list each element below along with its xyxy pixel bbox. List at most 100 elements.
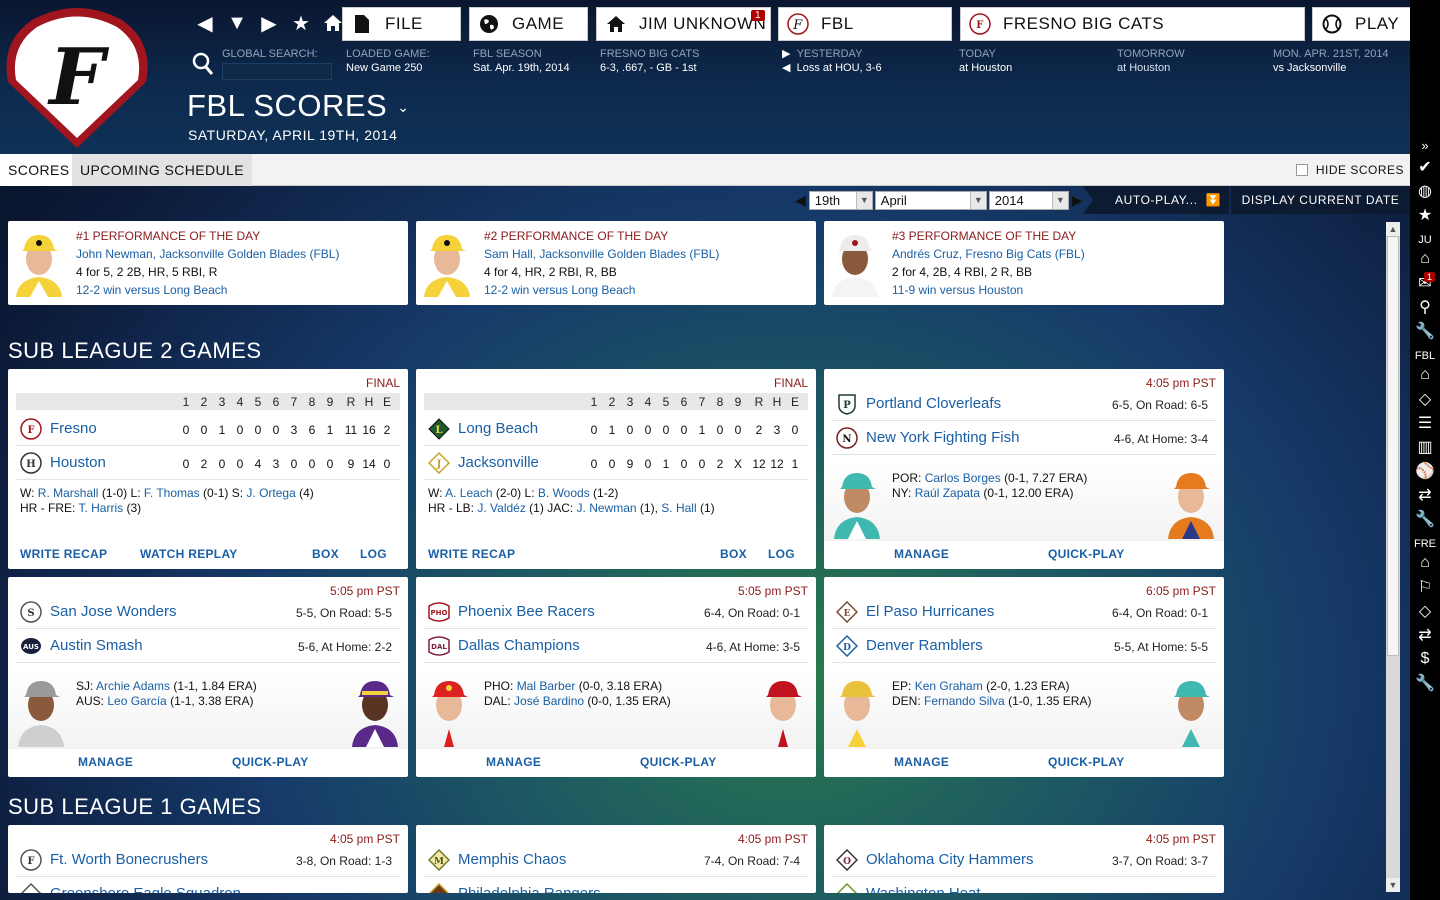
manage-button[interactable]: MANAGE bbox=[894, 755, 950, 769]
player-portrait[interactable] bbox=[14, 229, 64, 297]
team-logo[interactable]: F bbox=[2, 2, 152, 152]
transactions-icon[interactable]: ⇄ bbox=[1418, 487, 1432, 504]
diamond-icon[interactable]: ◇ bbox=[1418, 603, 1432, 620]
team-name-link[interactable]: El Paso Hurricanes bbox=[866, 603, 995, 620]
league-menu-button[interactable]: F FBL bbox=[778, 7, 952, 41]
scroll-down-icon[interactable]: ▼ bbox=[1386, 878, 1400, 892]
wrench-icon[interactable]: 🔧 bbox=[1415, 323, 1435, 340]
team-name-link[interactable]: Philadelphia Rangers bbox=[458, 885, 601, 893]
save-pitcher-link[interactable]: J. Ortega bbox=[246, 486, 296, 500]
manage-button[interactable]: MANAGE bbox=[486, 755, 542, 769]
checkmark-icon[interactable]: ✔ bbox=[1418, 159, 1432, 176]
double-chevron-right-icon[interactable]: » bbox=[1421, 137, 1429, 153]
tab-upcoming-schedule[interactable]: UPCOMING SCHEDULE bbox=[72, 154, 252, 186]
game-result-link[interactable]: 11-9 win versus Houston bbox=[892, 283, 1024, 297]
today-info[interactable]: TODAY at Houston bbox=[959, 47, 1012, 75]
team-name-link[interactable]: Ft. Worth Bonecrushers bbox=[50, 851, 209, 868]
box-score-button[interactable]: BOX bbox=[312, 547, 339, 561]
player-portrait[interactable] bbox=[422, 229, 472, 297]
display-current-date-button[interactable]: DISPLAY CURRENT DATE bbox=[1231, 186, 1410, 214]
team-name-link[interactable]: New York Fighting Fish bbox=[866, 429, 1020, 446]
player-link[interactable]: Andrés Cruz, Fresno Big Cats (FBL) bbox=[892, 247, 1085, 261]
scrollbar-thumb[interactable] bbox=[1387, 236, 1399, 656]
watch-replay-button[interactable]: WATCH REPLAY bbox=[140, 547, 238, 561]
chevron-down-icon[interactable]: ⌄ bbox=[397, 99, 410, 116]
hide-scores-checkbox[interactable] bbox=[1295, 164, 1308, 176]
prev-date-icon[interactable]: ◀ bbox=[795, 191, 806, 208]
winning-pitcher-link[interactable]: A. Leach bbox=[445, 486, 493, 500]
history-dropdown-icon[interactable]: ▼ bbox=[227, 11, 247, 34]
list-icon[interactable]: ☰ bbox=[1417, 415, 1433, 432]
game-result-link[interactable]: 12-2 win versus Long Beach bbox=[484, 283, 636, 297]
pitcher-link[interactable]: Archie Adams bbox=[96, 679, 171, 693]
search-icon[interactable]: ⚲ bbox=[1419, 299, 1431, 316]
game-log-button[interactable]: LOG bbox=[360, 547, 387, 561]
tab-scores[interactable]: SCORES bbox=[0, 154, 78, 186]
tomorrow-info[interactable]: TOMORROW at Houston bbox=[1117, 47, 1185, 75]
game-result-link[interactable]: 12-2 win versus Long Beach bbox=[76, 283, 228, 297]
away-pitcher-portrait[interactable] bbox=[832, 465, 882, 539]
home-icon[interactable]: ⌂ bbox=[1420, 366, 1430, 383]
player-link[interactable]: Sam Hall, Jacksonville Golden Blades (FB… bbox=[484, 247, 720, 261]
away-pitcher-portrait[interactable] bbox=[832, 673, 882, 747]
bar-chart-icon[interactable]: ▥ bbox=[1417, 439, 1433, 456]
scroll-up-icon[interactable]: ▲ bbox=[1386, 222, 1400, 236]
auto-play-button[interactable]: AUTO-PLAY... ⏬ bbox=[1093, 186, 1229, 214]
pitcher-link[interactable]: Fernando Silva bbox=[924, 694, 1005, 708]
game-menu-button[interactable]: GAME bbox=[469, 7, 588, 41]
search-icon[interactable] bbox=[192, 52, 214, 79]
away-pitcher-portrait[interactable] bbox=[16, 673, 66, 747]
yesterday-info[interactable]: ▶ YESTERDAY ◀ Loss at HOU, 3-6 bbox=[782, 47, 882, 75]
home-run-hitter-link[interactable]: S. Hall bbox=[661, 501, 697, 515]
quick-play-button[interactable]: QUICK-PLAY bbox=[1048, 755, 1125, 769]
wrench-icon[interactable]: 🔧 bbox=[1415, 511, 1435, 528]
home-run-hitter-link[interactable]: T. Harris bbox=[78, 501, 124, 515]
star-icon[interactable]: ★ bbox=[1417, 207, 1433, 224]
team-name-link[interactable]: Long Beach bbox=[458, 420, 539, 437]
team-name-link[interactable]: Fresno bbox=[50, 420, 97, 437]
team-name-link[interactable]: Phoenix Bee Racers bbox=[458, 603, 595, 620]
baseball-icon[interactable]: ⚾ bbox=[1415, 463, 1435, 480]
page-title[interactable]: FBL SCORES ⌄ bbox=[187, 88, 409, 124]
pitcher-link[interactable]: Ken Graham bbox=[914, 679, 983, 693]
home-pitcher-portrait[interactable] bbox=[1166, 465, 1216, 539]
team-name-link[interactable]: Portland Cloverleafs bbox=[866, 395, 1002, 412]
quick-play-button[interactable]: QUICK-PLAY bbox=[232, 755, 309, 769]
home-run-hitter-link[interactable]: J. Valdéz bbox=[477, 501, 526, 515]
dollar-icon[interactable]: $ bbox=[1420, 650, 1430, 667]
team-name-link[interactable]: Washington Heat bbox=[866, 885, 981, 893]
file-menu-button[interactable]: FILE bbox=[342, 7, 461, 41]
away-pitcher-portrait[interactable] bbox=[424, 673, 474, 747]
back-arrow-icon[interactable]: ◀ bbox=[197, 12, 213, 35]
manager-menu-button[interactable]: JIM UNKNOWN 1 bbox=[596, 7, 771, 41]
winning-pitcher-link[interactable]: R. Marshall bbox=[37, 486, 99, 500]
year-select[interactable]: 2014 ▼ bbox=[988, 190, 1069, 210]
global-search-input[interactable] bbox=[222, 63, 332, 80]
hide-scores-toggle[interactable]: HIDE SCORES bbox=[1295, 163, 1404, 177]
day-select[interactable]: 19th ▼ bbox=[808, 190, 873, 210]
losing-pitcher-link[interactable]: F. Thomas bbox=[143, 486, 200, 500]
next-date-icon[interactable]: ▶ bbox=[1071, 191, 1083, 208]
manage-button[interactable]: MANAGE bbox=[894, 547, 950, 561]
write-recap-button[interactable]: WRITE RECAP bbox=[20, 547, 108, 561]
game-log-button[interactable]: LOG bbox=[768, 547, 795, 561]
forward-arrow-icon[interactable]: ▶ bbox=[261, 12, 277, 35]
box-score-button[interactable]: BOX bbox=[720, 547, 747, 561]
losing-pitcher-link[interactable]: B. Woods bbox=[537, 486, 590, 500]
quick-play-button[interactable]: QUICK-PLAY bbox=[1048, 547, 1125, 561]
batter-icon[interactable]: ⚐ bbox=[1417, 579, 1433, 596]
home-icon[interactable] bbox=[318, 10, 348, 36]
write-recap-button[interactable]: WRITE RECAP bbox=[428, 547, 516, 561]
team-name-link[interactable]: Austin Smash bbox=[50, 637, 143, 654]
team-name-link[interactable]: Oklahoma City Hammers bbox=[866, 851, 1034, 868]
quick-play-button[interactable]: QUICK-PLAY bbox=[640, 755, 717, 769]
pitcher-link[interactable]: Leo García bbox=[107, 694, 167, 708]
team-name-link[interactable]: Dallas Champions bbox=[458, 637, 580, 654]
home-run-hitter-link[interactable]: J. Newman bbox=[576, 501, 637, 515]
player-link[interactable]: John Newman, Jacksonville Golden Blades … bbox=[76, 247, 340, 261]
globe-icon[interactable]: ◍ bbox=[1418, 183, 1432, 200]
team-name-link[interactable]: Jacksonville bbox=[458, 454, 539, 471]
manage-button[interactable]: MANAGE bbox=[78, 755, 134, 769]
next-game-info[interactable]: MON. APR. 21ST, 2014 vs Jacksonville bbox=[1273, 47, 1389, 75]
team-name-link[interactable]: Denver Ramblers bbox=[866, 637, 983, 654]
